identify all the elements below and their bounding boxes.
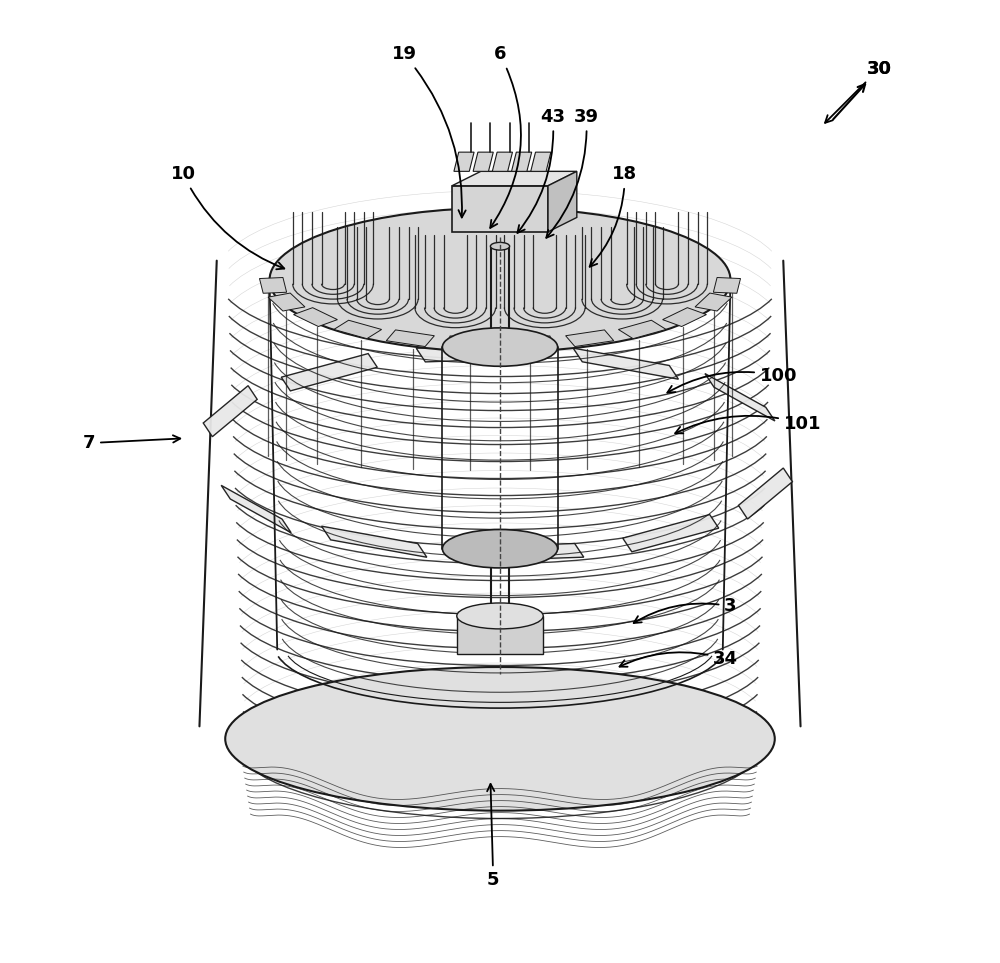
- Polygon shape: [573, 348, 678, 379]
- Ellipse shape: [457, 603, 543, 629]
- Text: 18: 18: [590, 166, 637, 267]
- Polygon shape: [447, 336, 492, 350]
- Polygon shape: [452, 186, 548, 232]
- Polygon shape: [695, 293, 732, 311]
- Polygon shape: [259, 277, 287, 294]
- Text: 101: 101: [675, 415, 821, 433]
- Polygon shape: [663, 307, 706, 326]
- Ellipse shape: [442, 530, 558, 568]
- Polygon shape: [416, 345, 531, 362]
- Text: 30: 30: [825, 60, 892, 123]
- Text: 5: 5: [487, 784, 500, 889]
- Polygon shape: [531, 152, 551, 171]
- Ellipse shape: [225, 667, 775, 811]
- Polygon shape: [322, 526, 427, 558]
- Polygon shape: [713, 277, 741, 294]
- Polygon shape: [294, 307, 337, 326]
- Polygon shape: [281, 353, 377, 391]
- Text: 7: 7: [83, 434, 180, 452]
- Text: 39: 39: [546, 108, 599, 238]
- Polygon shape: [738, 468, 792, 519]
- Ellipse shape: [270, 208, 730, 351]
- Polygon shape: [492, 152, 512, 171]
- Polygon shape: [566, 330, 614, 347]
- Ellipse shape: [442, 327, 558, 366]
- Polygon shape: [268, 293, 305, 311]
- Text: 19: 19: [391, 45, 466, 218]
- Polygon shape: [512, 152, 532, 171]
- Text: 100: 100: [667, 367, 797, 393]
- Polygon shape: [203, 385, 257, 436]
- Polygon shape: [508, 336, 553, 350]
- Text: 10: 10: [171, 166, 284, 270]
- Polygon shape: [221, 485, 291, 533]
- Polygon shape: [548, 171, 577, 232]
- Text: 3: 3: [634, 597, 737, 623]
- Polygon shape: [623, 514, 719, 552]
- Polygon shape: [334, 321, 382, 339]
- Polygon shape: [454, 152, 474, 171]
- Text: 6: 6: [490, 45, 521, 228]
- Polygon shape: [618, 321, 666, 339]
- Text: 30: 30: [833, 60, 892, 119]
- Polygon shape: [705, 374, 775, 421]
- Polygon shape: [452, 171, 577, 186]
- Polygon shape: [457, 616, 543, 654]
- Text: 34: 34: [620, 650, 738, 668]
- Text: 43: 43: [517, 108, 565, 233]
- Polygon shape: [469, 543, 584, 560]
- Ellipse shape: [490, 243, 510, 250]
- Polygon shape: [386, 330, 434, 347]
- Polygon shape: [473, 152, 493, 171]
